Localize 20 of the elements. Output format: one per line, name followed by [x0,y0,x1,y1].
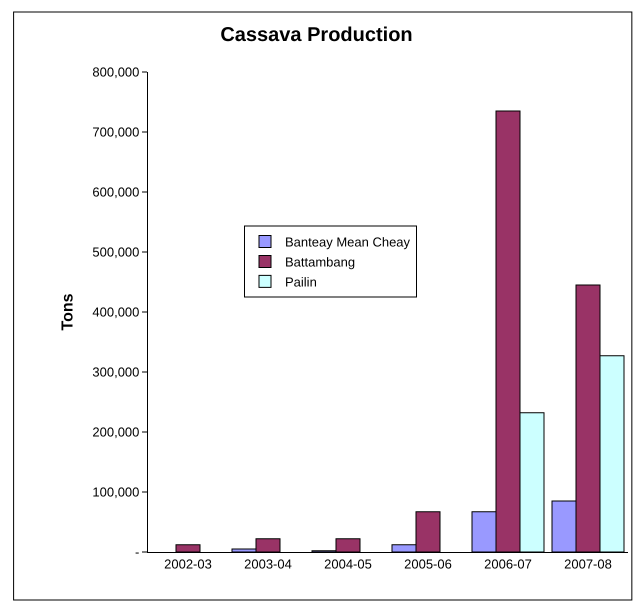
y-tick-label: 100,000 [92,484,140,500]
x-tick-label: 2007-08 [564,556,612,572]
y-tick-label: 200,000 [92,424,140,440]
y-tick-label: 400,000 [92,304,140,320]
y-tick-label: 600,000 [92,184,140,200]
x-tick-label: 2003-04 [244,556,292,572]
x-tick-label: 2002-03 [164,556,212,572]
legend-label: Pailin [285,274,317,290]
legend-label: Banteay Mean Cheay [285,234,411,250]
legend-label: Battambang [285,254,356,270]
x-tick-label: 2004-05 [324,556,372,572]
chart-title: Cassava Production [220,24,413,46]
x-tick-label: 2006-07 [484,556,532,572]
x-tick-label: 2005-06 [404,556,452,572]
y-tick-label: 700,000 [92,124,140,140]
y-tick-label: 500,000 [92,244,140,260]
y-tick-label: - [135,544,140,560]
y-axis-title: Tons [59,293,76,331]
y-tick-label: 300,000 [92,364,140,380]
y-tick-label: 800,000 [92,64,140,80]
